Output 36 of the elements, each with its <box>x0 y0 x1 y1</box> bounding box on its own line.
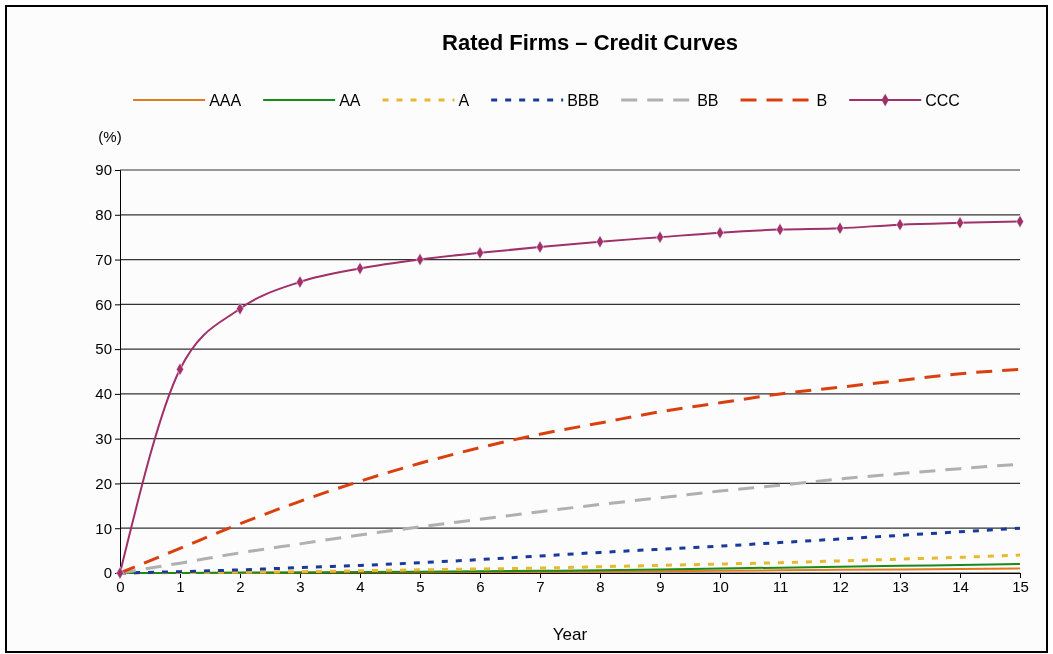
x-tick-label: 6 <box>476 577 485 595</box>
x-axis-title: Year <box>552 625 588 644</box>
y-tick-label: 50 <box>95 340 112 358</box>
y-tick-label: 60 <box>95 295 112 313</box>
x-tick-label: 0 <box>116 577 125 595</box>
x-tick-label: 7 <box>536 577 545 595</box>
x-tick-label: 8 <box>596 577 605 595</box>
x-tick-label: 10 <box>712 577 729 595</box>
x-tick-label: 4 <box>356 577 365 595</box>
x-tick-label: 13 <box>892 577 909 595</box>
y-tick-label: 0 <box>103 564 112 582</box>
x-tick-label: 2 <box>236 577 245 595</box>
legend-label: BB <box>697 92 719 109</box>
y-tick-label: 70 <box>95 250 112 268</box>
x-tick-label: 15 <box>1012 577 1029 595</box>
x-tick-label: 1 <box>176 577 185 595</box>
x-tick-label: 5 <box>416 577 425 595</box>
x-tick-label: 3 <box>296 577 305 595</box>
chart-title: Rated Firms – Credit Curves <box>442 30 738 55</box>
y-tick-label: 40 <box>95 385 112 403</box>
legend-label: B <box>816 92 828 109</box>
y-tick-label: 30 <box>95 429 112 447</box>
x-tick-label: 12 <box>832 577 849 595</box>
legend-label: A <box>458 92 470 109</box>
y-tick-label: 80 <box>95 206 112 224</box>
x-tick-label: 9 <box>656 577 665 595</box>
y-tick-label: 20 <box>95 474 112 492</box>
legend-label: CCC <box>925 92 960 109</box>
x-tick-label: 14 <box>952 577 969 595</box>
y-axis-title: (%) <box>98 128 122 145</box>
legend-label: BBB <box>567 92 600 109</box>
legend-label: AA <box>339 92 361 109</box>
y-tick-label: 10 <box>95 519 112 537</box>
y-tick-label: 90 <box>95 161 112 179</box>
legend-label: AAA <box>209 92 242 109</box>
x-tick-label: 11 <box>772 577 789 595</box>
